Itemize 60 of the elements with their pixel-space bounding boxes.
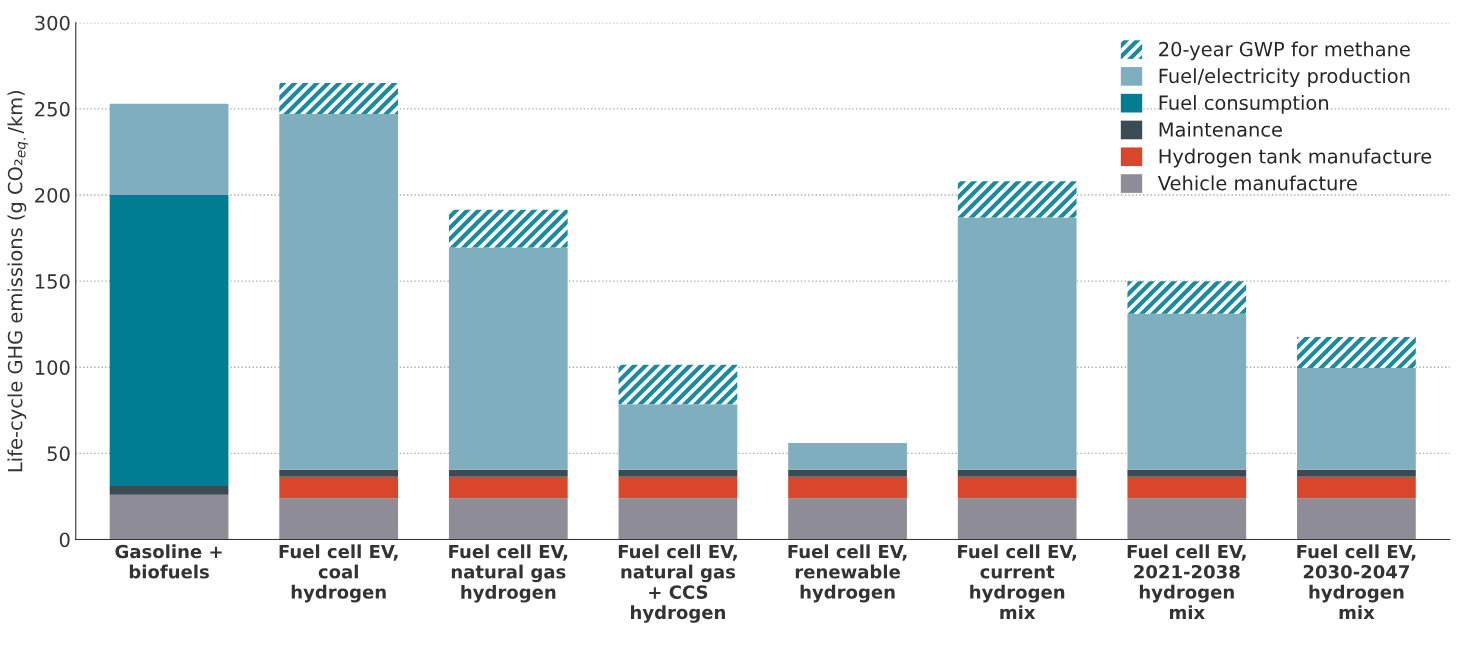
bar — [1127, 281, 1247, 314]
x-tick-label: Fuel cell EV, 2021-2038 hydrogen mix — [1127, 544, 1246, 619]
x-tick-label: Fuel cell EV, coal hydrogen — [279, 544, 398, 603]
y-tick-label: 0 — [59, 532, 70, 548]
bar — [957, 217, 1077, 470]
bar — [448, 209, 568, 248]
legend-label: 20-year GWP for methane — [1159, 41, 1410, 61]
bar — [957, 181, 1077, 218]
bar — [618, 476, 738, 499]
x-tick-label: Fuel cell EV, renewable hydrogen — [788, 544, 907, 603]
legend-label: Fuel/electricity production — [1159, 68, 1410, 88]
bar — [448, 498, 568, 540]
bar — [109, 494, 229, 540]
bar — [1297, 469, 1416, 477]
y-tick-label: 100 — [35, 360, 70, 375]
bar — [1297, 476, 1416, 499]
y-tick-label: 250 — [35, 101, 70, 117]
bar — [279, 498, 399, 540]
bar — [957, 498, 1077, 540]
bar — [618, 498, 738, 540]
bar — [788, 469, 907, 477]
bar — [1127, 469, 1247, 477]
x-tick-label: Fuel cell EV, natural gas + CCS hydrogen — [618, 544, 737, 623]
y-tick-label: 300 — [35, 15, 70, 31]
bar — [1127, 313, 1247, 470]
bar — [109, 486, 229, 495]
bar — [788, 476, 907, 499]
x-tick-label: Fuel cell EV, current hydrogen mix — [958, 544, 1077, 619]
bar — [957, 476, 1077, 499]
bar — [279, 469, 399, 477]
x-tick-label: Fuel cell EV, natural gas hydrogen — [449, 544, 568, 603]
bar — [448, 469, 568, 477]
bar — [279, 476, 399, 499]
y-axis-title: Life-cycle GHG emissions (g CO₂$_{eq.}$/km) — [7, 90, 29, 472]
legend-label: Fuel consumption — [1159, 95, 1328, 114]
bar — [618, 364, 738, 405]
legend-label: Hydrogen tank manufacture — [1159, 148, 1432, 168]
legend-label: Maintenance — [1159, 121, 1282, 137]
bar — [1297, 498, 1416, 540]
bar — [788, 498, 907, 540]
bar — [109, 195, 229, 487]
bar — [448, 476, 568, 499]
bar — [1127, 498, 1247, 540]
bar — [1297, 368, 1416, 470]
y-tick-label: 150 — [35, 274, 70, 289]
bar — [448, 247, 568, 470]
x-tick-label: Gasoline + biofuels — [115, 544, 222, 579]
y-tick-label: 200 — [35, 187, 70, 203]
bar — [279, 83, 399, 115]
bar — [1297, 337, 1416, 369]
bar — [109, 103, 229, 195]
y-tick-label: 50 — [47, 446, 70, 462]
bar — [788, 443, 907, 470]
bar — [1127, 476, 1247, 499]
bar — [618, 404, 738, 470]
legend-label: Vehicle manufacture — [1157, 175, 1357, 191]
bar — [957, 469, 1077, 477]
x-tick-label: Fuel cell EV, 2030-2047 hydrogen mix — [1297, 544, 1416, 619]
bar — [279, 114, 399, 470]
bar — [618, 469, 738, 477]
